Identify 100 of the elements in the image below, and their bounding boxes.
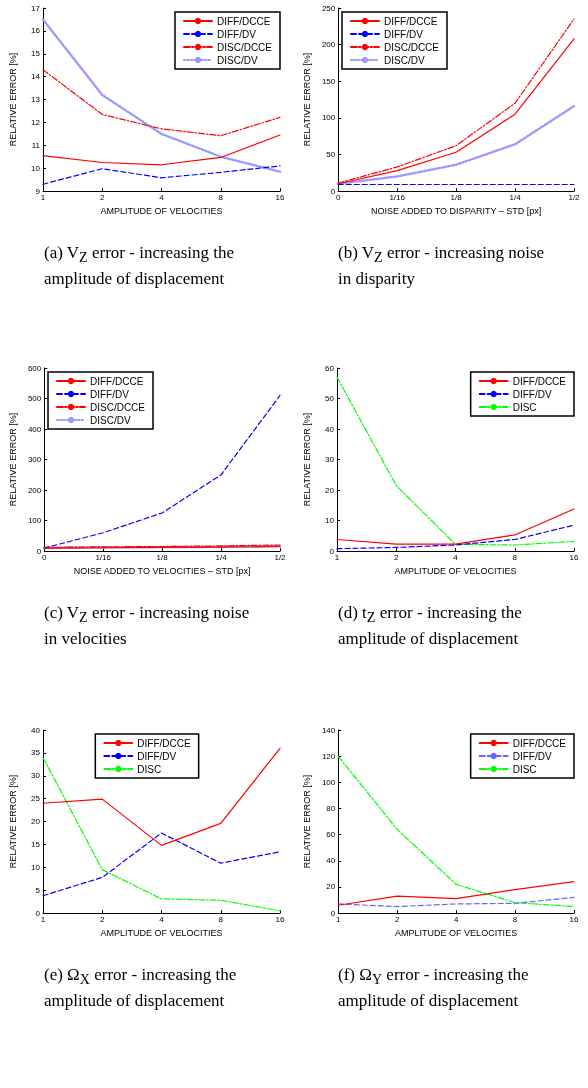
line-series <box>337 896 575 908</box>
x-axis-title: NOISE ADDED TO VELOCITIES – STD [px] <box>73 565 251 576</box>
text: (f) Ω$_{Y}$ error - increasing the amplitude of displacement <box>338 964 530 1012</box>
x-tick-label: 8 <box>218 914 224 924</box>
y-axis-title: RELATIVE ERROR [%] <box>7 412 18 507</box>
y-tick-label: 5 <box>35 885 41 895</box>
line-series <box>42 165 281 185</box>
y-axis-title: RELATIVE ERROR [%] <box>301 52 312 147</box>
y-tick-label: 50 <box>325 394 335 404</box>
line-series <box>42 134 281 166</box>
x-axis-title: AMPLITUDE OF VELOCITIES <box>100 927 223 938</box>
x-tick-label: 2 <box>100 192 106 202</box>
y-tick-label: 20 <box>325 485 335 495</box>
legend-label: DIFF/DCCE <box>137 737 191 749</box>
y-tick-label: 40 <box>326 856 336 866</box>
y-axis-title: RELATIVE ERROR [%] <box>7 774 18 869</box>
x-tick-label: 2 <box>100 914 106 924</box>
x-axis-title: NOISE ADDED TO DISPARITY – STD [px] <box>370 205 542 216</box>
x-tick-label: 1 <box>40 192 46 202</box>
y-tick-label: 20 <box>326 882 336 892</box>
y-tick-label: 200 <box>27 485 42 495</box>
line-series <box>42 832 281 897</box>
x-tick-label: 1 <box>334 552 340 562</box>
line-series <box>337 104 576 185</box>
text: (b) V$_{Z}$ error - increasing noise in disparity <box>338 242 546 290</box>
y-tick-label: 15 <box>31 839 41 849</box>
y-tick-label: 50 <box>326 149 336 159</box>
legend-label: DISC <box>137 763 162 775</box>
x-tick-label: 16 <box>275 914 285 924</box>
text: (d) t$_{Z}$ error - increasing the amplitude of displacement <box>338 602 523 650</box>
x-tick-label: 2 <box>394 552 400 562</box>
y-tick-label: 9 <box>35 186 41 196</box>
legend-label: DIFF/DCCE <box>384 15 438 27</box>
legend-label: DIFF/DCCE <box>217 15 271 27</box>
legend-label: DIFF/DV <box>217 28 257 40</box>
y-tick-label: 17 <box>31 3 41 13</box>
y-tick-label: 100 <box>27 516 42 526</box>
x-tick-label: 1/16 <box>95 552 112 562</box>
line-series <box>336 508 575 545</box>
legend-label: DIFF/DV <box>137 750 177 762</box>
x-tick-label: 1/2 <box>274 552 287 562</box>
x-tick-label: 4 <box>453 914 459 924</box>
line-series <box>336 376 575 546</box>
legend-label: DISC/DCCE <box>90 401 146 413</box>
y-tick-label: 10 <box>31 163 41 173</box>
legend-label: DIFF/DCCE <box>512 737 567 749</box>
x-tick-label: 1/16 <box>389 192 406 202</box>
legend-label: DISC/DCCE <box>217 41 273 53</box>
legend-label: DISC/DCCE <box>384 41 440 53</box>
text: (e) Ω$_{X}$ error - increasing the amplitude of displacement <box>44 964 238 1012</box>
y-tick-label: 500 <box>27 394 42 404</box>
x-tick-label: 1/8 <box>156 552 169 562</box>
y-tick-label: 300 <box>27 455 42 465</box>
y-tick-label: 30 <box>31 771 41 781</box>
y-tick-label: 60 <box>325 363 335 373</box>
legend-label: DIFF/DV <box>90 388 130 400</box>
x-tick-label: 16 <box>569 914 579 924</box>
x-tick-label: 16 <box>569 552 579 562</box>
y-axis-title: RELATIVE ERROR [%] <box>301 412 312 507</box>
x-tick-label: 8 <box>512 914 518 924</box>
legend-label: DISC/DV <box>90 414 131 426</box>
legend-label: DIFF/DCCE <box>512 375 567 387</box>
y-tick-label: 15 <box>31 49 41 59</box>
y-tick-label: 60 <box>326 830 336 840</box>
legend-label: DISC/DV <box>384 54 425 66</box>
y-tick-label: 400 <box>27 424 42 434</box>
x-axis-title: AMPLITUDE OF VELOCITIES <box>395 927 518 938</box>
x-tick-label: 1/2 <box>568 192 581 202</box>
x-tick-label: 4 <box>453 552 459 562</box>
y-tick-label: 100 <box>321 777 336 787</box>
y-tick-label: 80 <box>326 803 336 813</box>
x-tick-label: 2 <box>394 914 400 924</box>
y-tick-label: 14 <box>31 72 41 82</box>
y-tick-label: 12 <box>31 117 41 127</box>
legend-label: DIFF/DV <box>512 750 552 762</box>
x-tick-label: 4 <box>159 914 165 924</box>
y-tick-label: 150 <box>321 76 336 86</box>
x-tick-label: 1/8 <box>450 192 463 202</box>
legend-label: DISC <box>512 763 537 775</box>
y-tick-label: 40 <box>31 725 41 735</box>
text: (c) V$_{Z}$ error - increasing noise in velocities <box>44 602 251 650</box>
line-series <box>337 881 575 906</box>
x-tick-label: 1 <box>40 914 46 924</box>
line-series <box>42 747 281 846</box>
y-tick-label: 10 <box>31 862 41 872</box>
x-axis-title: AMPLITUDE OF VELOCITIES <box>394 565 517 576</box>
y-tick-label: 120 <box>321 751 336 761</box>
legend-label: DISC <box>512 401 537 413</box>
x-tick-label: 1 <box>336 914 342 924</box>
y-tick-label: 10 <box>325 516 335 526</box>
line-series <box>42 69 281 137</box>
y-tick-label: 250 <box>321 3 336 13</box>
x-tick-label: 4 <box>159 192 165 202</box>
y-tick-label: 13 <box>31 95 41 105</box>
y-tick-label: 200 <box>321 40 336 50</box>
x-tick-label: 8 <box>512 552 518 562</box>
legend-label: DIFF/DV <box>384 28 424 40</box>
x-tick-label: 8 <box>218 192 224 202</box>
y-tick-label: 100 <box>321 113 336 123</box>
text: (a) V$_{Z}$ error - increasing the amplitude of displacement <box>44 242 236 290</box>
